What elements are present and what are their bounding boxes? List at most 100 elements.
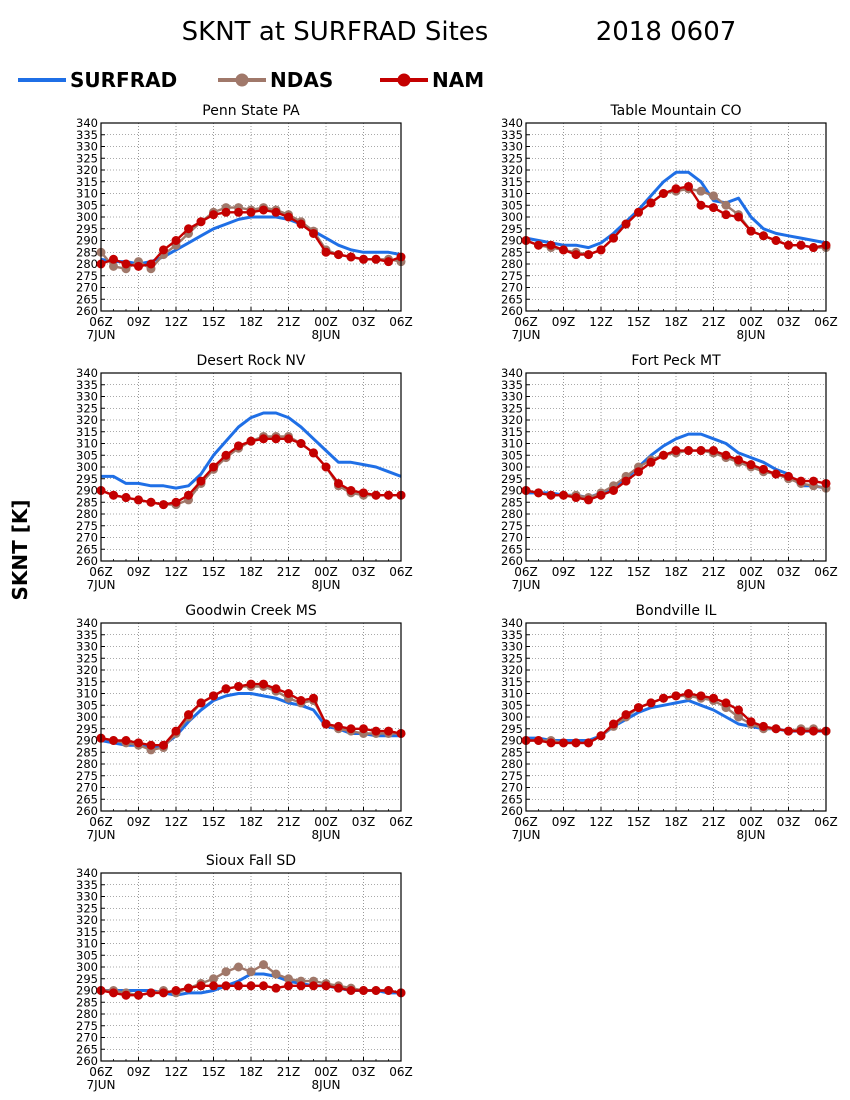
x-date-label: 8JUN	[737, 828, 766, 842]
data-point	[246, 436, 256, 446]
data-point	[596, 245, 606, 255]
data-point	[784, 471, 793, 481]
panel-goodwin-creek-ms: Goodwin Creek MS 260265270275280285290295…	[76, 603, 413, 842]
data-point	[709, 191, 718, 201]
x-tick-label: 15Z	[202, 315, 226, 329]
x-tick-label: 21Z	[277, 315, 301, 329]
y-tick-label: 275	[501, 269, 523, 283]
y-tick-label: 330	[501, 390, 523, 404]
y-tick-label: 310	[76, 437, 98, 451]
data-point	[384, 490, 393, 500]
y-tick-label: 305	[501, 198, 523, 212]
data-point	[184, 490, 193, 500]
y-tick-label: 290	[76, 734, 98, 748]
data-point	[634, 467, 643, 477]
data-point	[696, 200, 706, 210]
x-tick-label: 21Z	[277, 565, 301, 579]
data-point	[621, 219, 631, 229]
x-tick-label: 12Z	[164, 565, 188, 579]
y-tick-label: 315	[501, 425, 523, 439]
data-point	[759, 464, 768, 474]
data-point	[196, 217, 206, 227]
data-point	[709, 446, 718, 456]
x-date-label: 8JUN	[737, 578, 766, 592]
series-line-ndas	[100, 435, 401, 506]
data-point	[171, 986, 181, 995]
data-point	[196, 476, 206, 486]
grid	[101, 123, 401, 311]
y-tick-label: 285	[501, 495, 523, 509]
x-tick-label: 21Z	[702, 315, 726, 329]
y-tick-label: 275	[76, 269, 98, 283]
series-nam	[96, 981, 406, 1000]
y-tick-label: 270	[76, 1031, 98, 1045]
y-tick-label: 275	[76, 519, 98, 533]
data-point	[121, 493, 131, 503]
y-tick-label: 325	[76, 151, 98, 165]
data-point	[721, 210, 731, 220]
data-point	[284, 689, 293, 698]
y-tick-label: 265	[76, 542, 98, 556]
y-tick-label: 320	[76, 663, 98, 677]
y-tick-label: 260	[76, 304, 98, 318]
y-tick-label: 295	[76, 472, 98, 486]
data-point	[596, 731, 606, 741]
data-point	[159, 245, 168, 255]
data-point	[584, 250, 593, 260]
series-nam	[96, 434, 406, 510]
panel-title: Desert Rock NV	[197, 353, 306, 369]
data-point	[296, 439, 306, 448]
y-tick-label: 320	[501, 663, 523, 677]
y-tick-label: 270	[76, 781, 98, 795]
x-tick-label: 00Z	[314, 565, 338, 579]
data-point	[209, 462, 218, 472]
data-point	[121, 736, 131, 745]
x-tick-label: 18Z	[664, 565, 688, 579]
data-point	[709, 693, 718, 703]
y-tick-label: 290	[501, 734, 523, 748]
data-point	[696, 446, 706, 456]
data-point	[271, 207, 281, 217]
data-point	[209, 210, 218, 220]
data-point	[646, 198, 656, 208]
x-tick-label: 12Z	[164, 1065, 188, 1079]
x-date-label: 8JUN	[312, 328, 341, 342]
data-point	[259, 205, 268, 215]
x-tick-label: 12Z	[589, 565, 613, 579]
panel-table-mountain-co: Table Mountain CO 26026527027528028529029…	[501, 103, 838, 342]
data-point	[571, 738, 581, 748]
y-tick-label: 310	[501, 187, 523, 201]
data-point	[384, 257, 393, 267]
y-tick-label: 310	[76, 187, 98, 201]
y-tick-label: 340	[76, 616, 98, 630]
y-tick-label: 265	[76, 292, 98, 306]
data-point	[134, 990, 143, 1000]
data-point	[109, 490, 118, 500]
x-tick-label: 00Z	[739, 815, 763, 829]
legend: SURFRAD NDAS NAM	[18, 68, 484, 92]
data-point	[359, 488, 368, 498]
y-tick-label: 320	[501, 413, 523, 427]
figure-title: SKNT at SURFRAD Sites	[182, 17, 489, 47]
panel-title: Goodwin Creek MS	[185, 603, 317, 619]
x-tick-label: 00Z	[314, 815, 338, 829]
data-point	[634, 207, 643, 217]
y-tick-label: 280	[76, 757, 98, 771]
panel-title: Fort Peck MT	[631, 353, 721, 369]
data-point	[221, 981, 231, 991]
y-tick-label: 325	[501, 651, 523, 665]
data-point	[196, 981, 206, 991]
legend-marker	[397, 73, 411, 87]
data-point	[246, 981, 256, 991]
data-point	[209, 691, 218, 701]
y-tick-label: 300	[501, 460, 523, 474]
data-point	[746, 717, 756, 727]
panel-title: Penn State PA	[202, 103, 300, 119]
data-point	[746, 460, 756, 470]
x-tick-label: 00Z	[314, 1065, 338, 1079]
plot-frame	[100, 872, 402, 1062]
y-tick-label: 305	[501, 448, 523, 462]
panel-desert-rock-nv: Desert Rock NV26026527027528028529029530…	[76, 353, 413, 592]
plot-frame	[100, 372, 402, 562]
x-tick-label: 09Z	[552, 565, 576, 579]
